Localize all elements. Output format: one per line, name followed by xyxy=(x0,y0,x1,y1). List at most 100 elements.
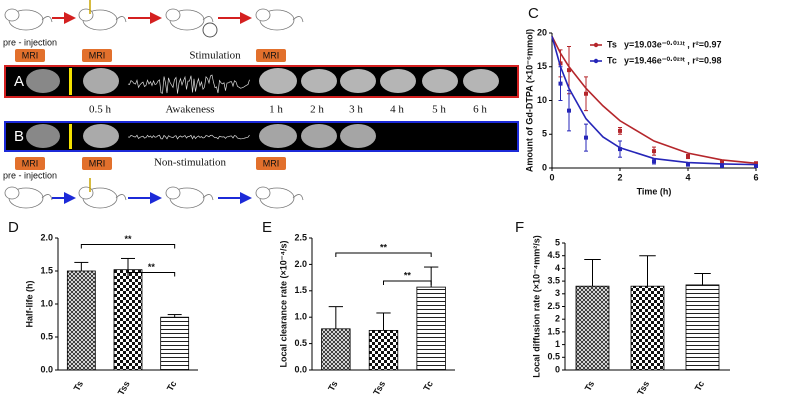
time-label: 2 h xyxy=(310,104,324,116)
bar xyxy=(685,284,720,371)
x-tick-label: Tss xyxy=(371,379,387,397)
significance-bracket xyxy=(383,280,432,286)
point xyxy=(618,147,622,152)
point xyxy=(720,163,724,168)
state-label: Non-stimulation xyxy=(154,157,227,169)
point xyxy=(652,159,656,164)
point xyxy=(567,68,571,73)
protocol-bottom: MRI MRI MRI pre - injection xyxy=(3,157,304,209)
y-tick-label: 5 xyxy=(555,237,560,247)
stimulation-label: Stimulation xyxy=(189,50,241,62)
panel-label: F xyxy=(515,219,524,236)
x-tick-label: Ts xyxy=(72,379,86,393)
y-tick-label: 0.0 xyxy=(294,364,307,374)
y-tick-label: 1.5 xyxy=(294,285,307,295)
y-tick-label: 2.0 xyxy=(40,232,53,242)
mri-badge: MRI xyxy=(89,50,106,60)
x-tick-label: Tss xyxy=(635,379,651,397)
legend-marker xyxy=(593,42,599,48)
y-axis-label: Local diffusion rate (×10⁻⁴mm²/s) xyxy=(531,235,541,377)
pre-injection: pre - injection xyxy=(3,37,57,47)
bar xyxy=(321,328,351,371)
state-label: Awakeness xyxy=(165,104,214,116)
y-tick-label: 0.0 xyxy=(40,364,53,374)
mri-badge: MRI xyxy=(22,158,39,168)
y-tick-label: 5 xyxy=(542,129,547,139)
time-label: 1 h xyxy=(269,104,283,116)
y-tick-label: 10 xyxy=(537,95,547,105)
time-label: 3 h xyxy=(349,104,363,116)
y-axis-label: Amount of Gd-DTPA (×10⁻⁶mmol) xyxy=(524,29,534,172)
y-tick-label: 1.5 xyxy=(547,326,560,336)
y-tick-label: 2 xyxy=(555,314,560,324)
panel-label: B xyxy=(14,128,24,145)
legend-fit: y=19.03e⁻⁰·⁰¹¹ᵗ , r²=0.97 xyxy=(624,39,721,49)
x-tick-label: Ts xyxy=(326,379,340,393)
bar xyxy=(575,285,610,371)
panel-label: C xyxy=(528,5,539,22)
point xyxy=(618,128,622,133)
point xyxy=(720,159,724,164)
significance-label: ** xyxy=(124,234,132,244)
x-tick-label: Ts xyxy=(583,379,597,393)
point xyxy=(652,149,656,154)
time-label: 4 h xyxy=(390,104,404,116)
point xyxy=(567,108,571,113)
mri-badge: MRI xyxy=(263,50,280,60)
legend-marker xyxy=(593,58,599,64)
mri-badge: MRI xyxy=(263,158,280,168)
bar xyxy=(416,286,446,371)
legend-fit: y=19.46e⁻⁰·⁰²³ᵗ , r²=0.98 xyxy=(624,55,721,65)
significance-label: ** xyxy=(404,270,412,280)
y-tick-label: 2.5 xyxy=(294,232,307,242)
significance-label: ** xyxy=(148,262,156,272)
bar xyxy=(66,270,96,371)
x-tick-label: Tc xyxy=(421,379,435,393)
time-label: 0.5 h xyxy=(89,104,112,116)
point xyxy=(754,161,758,166)
x-tick-label: 2 xyxy=(617,172,622,182)
bar xyxy=(113,269,143,371)
y-tick-label: 3.5 xyxy=(547,275,560,285)
y-tick-label: 15 xyxy=(537,61,547,71)
y-axis-label: Local clearance rate (×10⁻⁴/s) xyxy=(278,240,288,367)
point xyxy=(558,61,563,66)
legend-name: Ts xyxy=(607,39,617,49)
mri-badge: MRI xyxy=(22,50,39,60)
bar xyxy=(368,329,399,371)
bar xyxy=(160,316,190,371)
x-tick-label: 6 xyxy=(753,172,758,182)
fit-curve xyxy=(551,36,757,165)
point xyxy=(558,81,563,86)
y-tick-label: 0.5 xyxy=(40,331,53,341)
significance-bracket xyxy=(80,243,176,249)
point xyxy=(754,163,758,168)
y-tick-label: 1.0 xyxy=(40,298,53,308)
x-tick-label: 0 xyxy=(549,172,554,182)
y-tick-label: 0 xyxy=(555,364,560,374)
protocol-top: pre - injection Stimulation MRI MRI MRI xyxy=(3,0,304,62)
time-label: 5 h xyxy=(432,104,446,116)
x-tick-label: Tc xyxy=(693,379,707,393)
significance-bracket xyxy=(335,252,432,258)
bar xyxy=(630,285,665,371)
y-tick-label: 1 xyxy=(555,339,560,349)
fit-curve xyxy=(551,36,757,166)
point xyxy=(686,162,690,167)
row-a: A 0.5 h Awakeness 1 h 2 h 3 h 4 h 5 h 6 … xyxy=(4,65,519,116)
y-tick-label: 2.5 xyxy=(547,301,560,311)
significance-label: ** xyxy=(380,242,388,252)
legend-name: Tc xyxy=(607,55,617,65)
panel-label: A xyxy=(14,73,24,90)
row-b: B Non-stimulation xyxy=(4,121,519,169)
x-axis-label: Time (h) xyxy=(637,186,672,196)
y-tick-label: 2.0 xyxy=(294,259,307,269)
y-tick-label: 4 xyxy=(555,263,560,273)
y-tick-label: 3 xyxy=(555,288,560,298)
y-tick-label: 20 xyxy=(537,27,547,37)
y-tick-label: 4.5 xyxy=(547,250,560,260)
significance-bracket xyxy=(127,271,176,277)
y-tick-label: 1.0 xyxy=(294,312,307,322)
point xyxy=(584,135,588,140)
